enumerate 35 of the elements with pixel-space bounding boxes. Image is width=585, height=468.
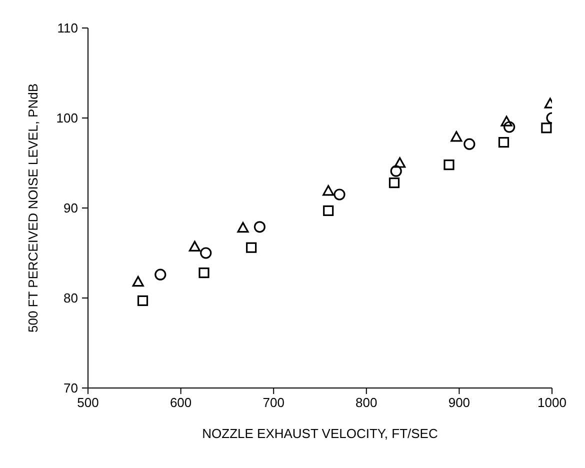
point (334, 188, 346, 200)
point (323, 205, 334, 216)
point (394, 157, 406, 168)
x-tick-label: 800 (356, 395, 378, 410)
x-tick-label: 600 (170, 395, 192, 410)
point (188, 240, 201, 252)
x-axis-title: NOZZLE EXHAUST VELOCITY, FT/SEC (202, 426, 438, 441)
y-tick-label: 110 (57, 20, 78, 36)
y-tick-label: 70 (64, 380, 78, 396)
point (198, 268, 210, 278)
point (504, 121, 516, 133)
y-axis-title: 500 FT PERCEIVED NOISE LEVEL, PNdB (26, 83, 41, 333)
point (390, 165, 402, 177)
point (200, 247, 212, 259)
point (237, 222, 249, 233)
x-tick-label: 1000 (538, 395, 566, 410)
point (254, 221, 266, 233)
point (246, 242, 257, 253)
y-tick-label: 100 (56, 110, 78, 126)
point (132, 276, 144, 287)
point (498, 137, 510, 148)
point (500, 116, 512, 126)
point (450, 131, 462, 142)
point (322, 185, 334, 196)
point (137, 295, 148, 306)
point (154, 268, 166, 280)
y-tick-label: 90 (64, 200, 78, 216)
point (541, 122, 552, 134)
point (388, 178, 400, 188)
x-tick-label: 500 (77, 395, 99, 410)
x-tick-label: 900 (448, 395, 470, 410)
point (444, 160, 454, 170)
point (464, 138, 476, 150)
y-tick-label: 80 (64, 290, 78, 306)
x-tick-label: 700 (262, 395, 284, 410)
